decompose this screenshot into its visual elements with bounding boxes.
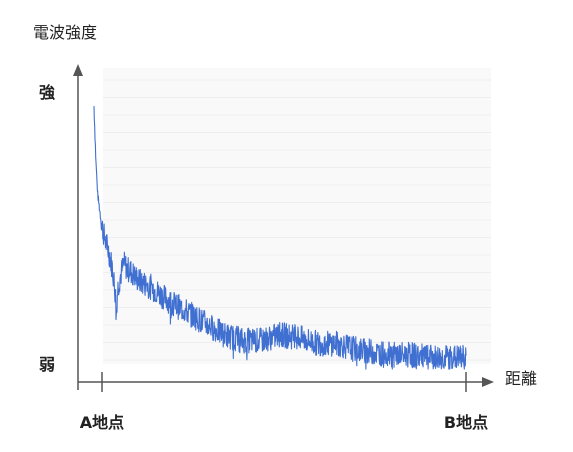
x-axis-label: 距離 xyxy=(505,369,537,388)
series-line xyxy=(93,106,467,370)
y-tick-label-weak: 弱 xyxy=(39,355,55,374)
y-axis-arrow-icon xyxy=(73,64,83,76)
x-axis-arrow-icon xyxy=(482,377,494,387)
grid-lines xyxy=(103,79,491,361)
x-tick-label-a-point: A地点 xyxy=(80,413,124,432)
x-tick-label-b-point: B地点 xyxy=(444,413,488,432)
plot-background xyxy=(103,68,491,364)
y-tick-label-strong: 強 xyxy=(39,83,55,102)
y-axis-label: 電波強度 xyxy=(33,23,97,42)
